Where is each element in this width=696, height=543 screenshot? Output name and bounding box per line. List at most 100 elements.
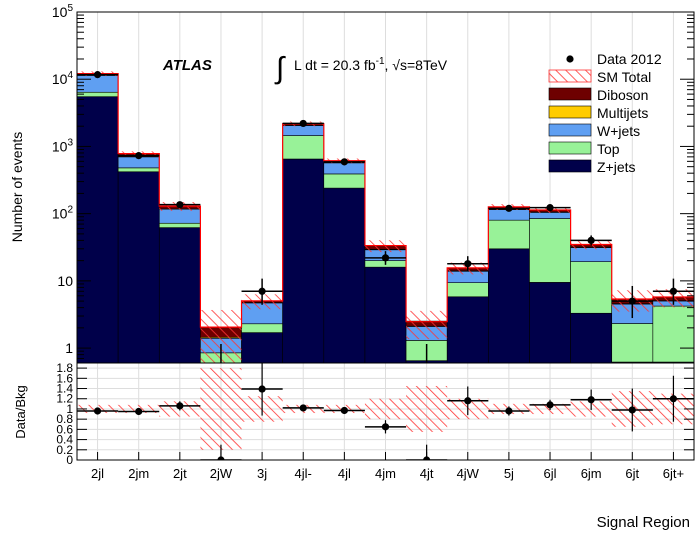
data-point [340,158,348,166]
data-point [669,287,678,295]
y-axis-title: Number of events [9,132,25,243]
bar-segment-z-jets [323,187,366,363]
integral-sign-icon: ∫ [274,52,286,85]
x-tick-label: 2jl [91,466,104,481]
bar-segment-top [117,167,160,173]
y-tick-label: 10 [57,273,73,289]
ratio-point [505,407,513,415]
data-point [93,71,102,79]
bar-segment-z-jets [117,171,160,363]
data-point [299,119,307,128]
ratio-y-axis: 00.20.40.60.811.21.41.61.8 [56,361,694,467]
data-point [381,254,390,262]
ratio-y-axis-title: Data/Bkg [13,385,28,438]
stacked-histogram [77,73,694,363]
legend-label-w-jets: W+jets [597,123,640,139]
ratio-uncertainty-segment [406,385,448,432]
legend-label-sm-total: SM Total [597,69,651,85]
bar-segment-top [488,219,530,250]
ratio-point [381,423,390,431]
ratio-y-tick-label: 0.6 [56,422,73,436]
y-tick-label: 104 [52,70,74,87]
legend-label-z-jets: Z+jets [597,159,636,175]
bar-segment-z-jets [241,332,283,363]
luminosity-exponent: -1 [376,56,385,67]
ratio-y-tick-label: 1.4 [56,382,73,396]
legend-swatch-multijets [548,105,592,119]
legend-label-diboson: Diboson [597,87,648,103]
ratio-y-tick-label: 0 [66,453,73,467]
legend-marker-data-2012 [566,55,574,63]
sm-total-uncertainty-band [406,310,448,340]
bar-segment-w-jets [570,247,613,262]
x-axis-title: Signal Region [597,514,690,531]
luminosity-label: ∫ L dt = 20.3 fb-1, √s=8TeV [274,52,448,85]
x-tick-label: 4jW [457,466,480,481]
sm-total-line [77,73,694,328]
y-tick-base: 10 [52,138,68,154]
bar-segment-top [241,323,283,333]
energy-text: , √s=8TeV [385,57,448,73]
y-tick-base: 10 [52,71,68,87]
ratio-y-tick-label: 0.8 [56,412,73,426]
y-tick-label: 1 [65,340,73,356]
ratio-point [464,397,472,405]
data-point [135,152,143,160]
legend-swatch-w-jets [548,123,592,137]
x-tick-label: 3j [257,466,267,481]
ratio-y-tick-label: 0.4 [56,433,73,447]
ratio-y-tick-label: 1.2 [56,392,73,406]
bar-segment-top [652,305,694,363]
bar-segment-z-jets [488,248,530,363]
y-tick-label: 105 [52,3,74,20]
ratio-y-tick-label: 1.8 [56,361,73,375]
x-tick-label: 4jl- [295,466,312,481]
y-tick-exponent: 5 [67,3,73,14]
atlas-label: ATLAS [162,57,212,74]
y-tick-base: 10 [52,4,68,20]
luminosity-text: L dt = 20.3 fb [294,57,376,73]
ratio-point [176,402,184,410]
x-tick-label: 2jm [128,466,149,481]
x-tick-label: 2jt [173,466,187,481]
bar-segment-top [446,282,489,298]
bar-segment-top [611,323,654,363]
legend-label-data-2012: Data 2012 [597,51,662,67]
ratio-point [93,407,102,415]
y-tick-base: 10 [52,206,68,222]
y-tick-label: 102 [52,205,74,222]
bar-segment-w-jets [158,208,201,224]
data-point [176,201,184,209]
ratio-point [258,385,266,393]
ratio-point [628,406,636,414]
y-tick-exponent: 2 [67,205,73,216]
x-tick-label: 4jl [338,466,351,481]
ratio-point [299,404,307,412]
ratio-point [587,396,595,404]
legend: Data 2012 SM Total Diboson Multijets W+jets T… [548,51,662,175]
x-tick-label: 6jl [544,466,557,481]
ratio-point [135,407,143,416]
ratio-y-tick-label: 1 [66,402,73,416]
legend-label-top: Top [597,141,620,157]
bar-segment-z-jets [529,282,571,363]
bar-segment-top [323,173,366,189]
bar-segment-top [529,218,571,283]
ratio-y-tick-label: 0.2 [56,443,73,457]
data-point [628,297,636,305]
x-tick-label: 6jm [581,466,602,481]
legend-swatch-sm-total [548,69,592,83]
bar-segment-top [158,222,201,228]
data-point [464,260,472,268]
bar-segment-z-jets [570,312,613,363]
y-tick-exponent: 3 [67,137,73,148]
x-tick-label: 5j [504,466,514,481]
x-tick-label: 2jW [210,466,233,481]
legend-swatch-z-jets [548,159,592,173]
data-point [587,236,595,245]
ratio-uncertainty-segment [200,368,242,450]
ratio-point [546,401,554,409]
bar-segment-z-jets [446,296,489,363]
